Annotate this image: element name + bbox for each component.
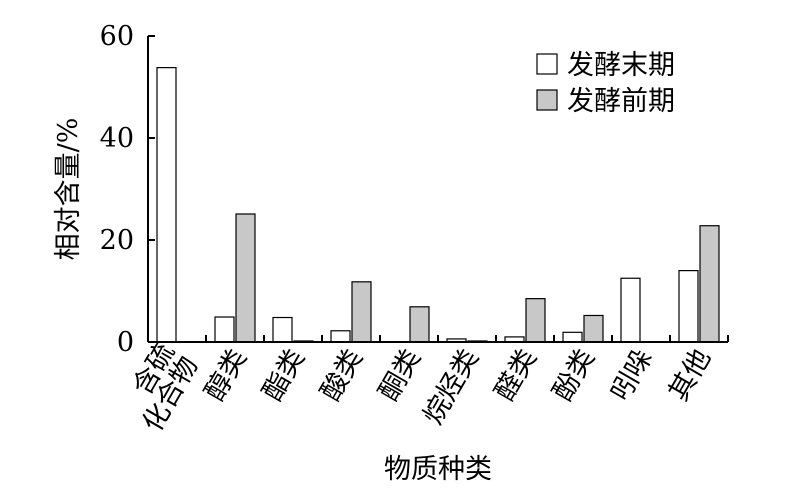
x-category-label-line: 醇类 <box>199 344 253 406</box>
bar-late-1 <box>214 316 235 343</box>
bar-early-7 <box>583 314 604 343</box>
axes-group <box>147 36 728 343</box>
x-ticks-group <box>205 335 729 342</box>
x-category-label-line: 酸类 <box>315 344 369 406</box>
y-tick-label-2: 40 <box>100 123 134 154</box>
legend-label-0: 发酵末期 <box>567 50 675 81</box>
x-category-label-9: 其他 <box>663 344 717 406</box>
bar-early-4 <box>409 306 430 343</box>
x-category-label-3: 酸类 <box>315 344 369 406</box>
legend-swatch-1 <box>536 89 558 111</box>
y-tick-label-3: 60 <box>100 21 134 52</box>
legend-swatch-0 <box>536 53 558 75</box>
x-category-label-8: 吲哚 <box>605 344 659 406</box>
x-category-label-2: 酯类 <box>257 344 311 406</box>
bar-early-6 <box>525 298 546 343</box>
x-category-label-line: 其他 <box>663 344 717 406</box>
x-axis-title: 物质种类 <box>384 454 492 485</box>
legend-label-1: 发酵前期 <box>567 86 675 117</box>
bar-late-9 <box>678 270 699 343</box>
y-ticks-group: 0 20 40 60 <box>100 21 155 358</box>
x-category-label-1: 醇类 <box>199 344 253 406</box>
x-category-label-4: 酮类 <box>373 344 427 406</box>
x-category-label-5: 烷烃类 <box>418 344 485 430</box>
x-category-label-line: 烷烃类 <box>418 344 485 430</box>
bar-late-3 <box>330 330 351 343</box>
x-category-label-7: 酚类 <box>547 344 601 406</box>
y-axis-title: 相对含量/% <box>53 118 84 261</box>
bar-late-0 <box>156 67 177 343</box>
x-category-label-6: 醛类 <box>489 344 543 406</box>
x-category-label-line: 醛类 <box>489 344 543 406</box>
bar-late-7 <box>562 331 583 343</box>
x-category-label-line: 吲哚 <box>605 344 659 406</box>
y-tick-label-0: 0 <box>117 327 134 358</box>
bar-early-1 <box>235 213 256 343</box>
bar-late-2 <box>272 316 293 343</box>
bar-early-3 <box>351 281 372 343</box>
x-category-label-line: 酚类 <box>547 344 601 406</box>
y-tick-label-1: 20 <box>100 225 134 256</box>
x-category-label-line: 酯类 <box>257 344 311 406</box>
x-category-label-line: 酮类 <box>373 344 427 406</box>
bar-late-8 <box>620 277 641 343</box>
bar-early-9 <box>699 225 720 343</box>
